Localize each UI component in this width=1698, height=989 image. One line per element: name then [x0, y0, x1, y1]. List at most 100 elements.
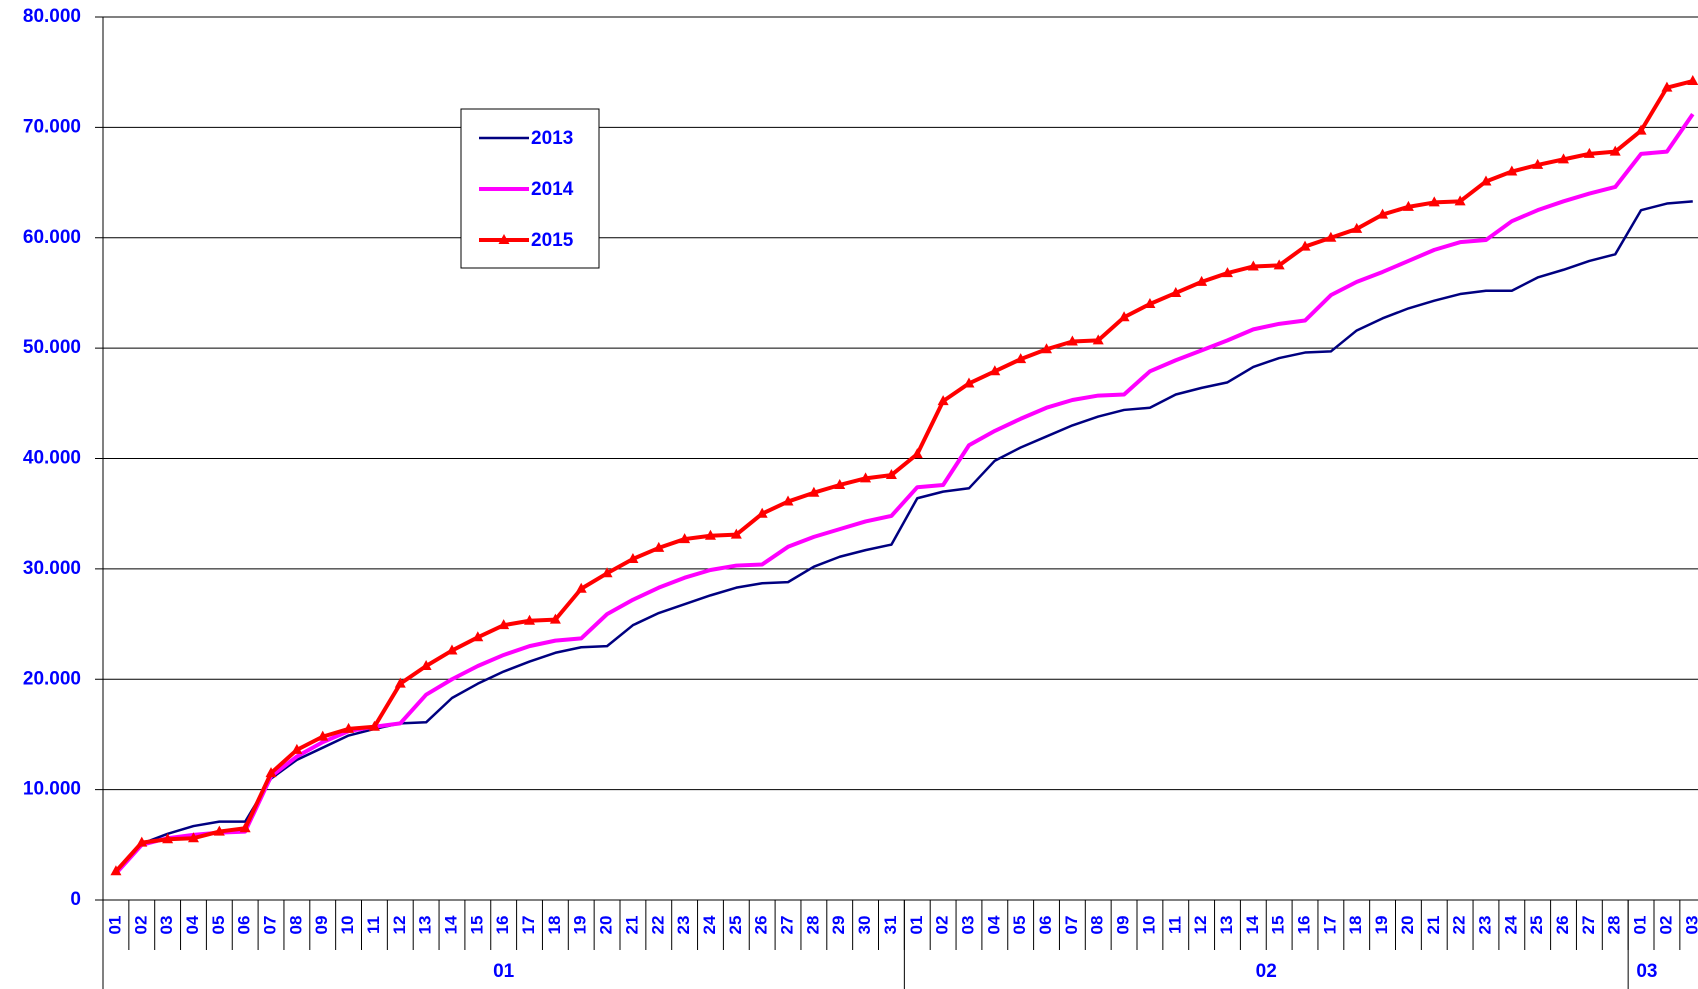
marker: [213, 825, 225, 836]
x-tick-label: 14: [441, 915, 460, 934]
x-tick-label: 20: [1398, 916, 1417, 935]
x-tick-label: 23: [1475, 916, 1494, 935]
marker: [110, 865, 122, 876]
marker: [601, 567, 613, 578]
y-tick-label: 80.000: [23, 6, 81, 27]
x-tick-label: 09: [1114, 916, 1133, 935]
x-tick-label: 23: [674, 916, 693, 935]
marker: [963, 377, 975, 388]
x-tick-label: 18: [1346, 916, 1365, 935]
x-tick-label: 28: [803, 916, 822, 935]
x-tick-label: 02: [131, 916, 150, 935]
marker: [1118, 311, 1130, 322]
marker: [1221, 267, 1233, 278]
marker: [1144, 297, 1156, 308]
x-tick-label: 26: [1553, 916, 1572, 935]
group-label: 01: [493, 961, 515, 982]
x-tick-label: 01: [1631, 916, 1650, 935]
x-tick-label: 27: [1579, 916, 1598, 935]
x-tick-label: 03: [1682, 916, 1698, 935]
series-line: [115, 200, 1693, 872]
marker: [1015, 353, 1027, 364]
marker: [1583, 147, 1595, 158]
marker: [756, 507, 768, 518]
marker: [989, 365, 1001, 376]
x-tick-label: 08: [1088, 916, 1107, 935]
x-tick-label: 16: [493, 916, 512, 935]
x-tick-label: 10: [338, 916, 357, 935]
marker: [1428, 196, 1440, 207]
marker: [1066, 335, 1078, 346]
x-tick-label: 13: [416, 916, 435, 935]
marker: [368, 720, 380, 731]
x-tick-label: 05: [1010, 916, 1029, 935]
legend-marker: [498, 234, 510, 244]
marker: [1402, 200, 1414, 211]
marker: [1687, 75, 1698, 86]
x-tick-label: 14: [1243, 915, 1262, 934]
marker: [1247, 260, 1259, 271]
x-tick-label: 12: [1191, 916, 1210, 935]
marker: [1635, 124, 1647, 135]
marker: [834, 478, 846, 489]
marker: [1041, 343, 1053, 354]
x-tick-label: 04: [984, 915, 1003, 934]
x-tick-label: 06: [235, 916, 254, 935]
x-tick-label: 03: [157, 916, 176, 935]
marker: [808, 486, 820, 497]
marker: [317, 730, 329, 741]
x-tick-label: 09: [312, 916, 331, 935]
group-label: 02: [1256, 961, 1277, 982]
y-tick-label: 10.000: [23, 779, 81, 800]
y-tick-label: 0: [70, 889, 81, 910]
legend-label: 2015: [531, 230, 574, 251]
x-tick-label: 02: [1656, 916, 1675, 935]
marker: [1170, 286, 1182, 297]
marker: [860, 472, 872, 483]
legend-label: 2013: [531, 128, 573, 149]
x-tick-label: 19: [571, 916, 590, 935]
x-tick-label: 31: [881, 916, 900, 935]
marker: [420, 660, 432, 671]
y-tick-label: 60.000: [23, 227, 81, 248]
marker: [136, 836, 148, 847]
x-tick-label: 06: [1036, 916, 1055, 935]
marker: [1299, 240, 1311, 251]
x-tick-label: 25: [726, 916, 745, 935]
y-tick-label: 70.000: [23, 116, 81, 137]
series-line: [114, 79, 1694, 873]
marker: [885, 469, 897, 480]
marker: [653, 541, 665, 552]
marker: [549, 613, 561, 624]
marker: [1506, 165, 1518, 176]
marker: [1454, 195, 1466, 206]
x-tick-label: 22: [648, 916, 667, 935]
marker: [187, 832, 199, 843]
marker: [524, 614, 536, 625]
y-tick-label: 50.000: [23, 337, 81, 358]
x-tick-label: 25: [1527, 916, 1546, 935]
marker: [937, 395, 949, 406]
x-tick-label: 22: [1450, 916, 1469, 935]
marker: [1480, 175, 1492, 186]
marker: [1325, 231, 1337, 242]
marker: [162, 833, 174, 844]
x-tick-label: 24: [1501, 915, 1520, 934]
marker: [446, 644, 458, 655]
marker: [1661, 81, 1673, 92]
x-tick-label: 03: [958, 916, 977, 935]
marker: [472, 631, 484, 642]
marker: [1558, 153, 1570, 164]
marker: [704, 529, 716, 540]
x-tick-label: 11: [1165, 916, 1184, 934]
y-tick-label: 20.000: [23, 668, 81, 689]
x-tick-label: 01: [907, 916, 926, 935]
marker: [730, 528, 742, 539]
marker: [627, 552, 639, 563]
x-tick-label: 04: [183, 915, 202, 934]
marker: [911, 448, 923, 459]
x-tick-label: 21: [1424, 916, 1443, 935]
legend-label: 2014: [531, 179, 574, 200]
x-tick-label: 07: [261, 916, 280, 935]
